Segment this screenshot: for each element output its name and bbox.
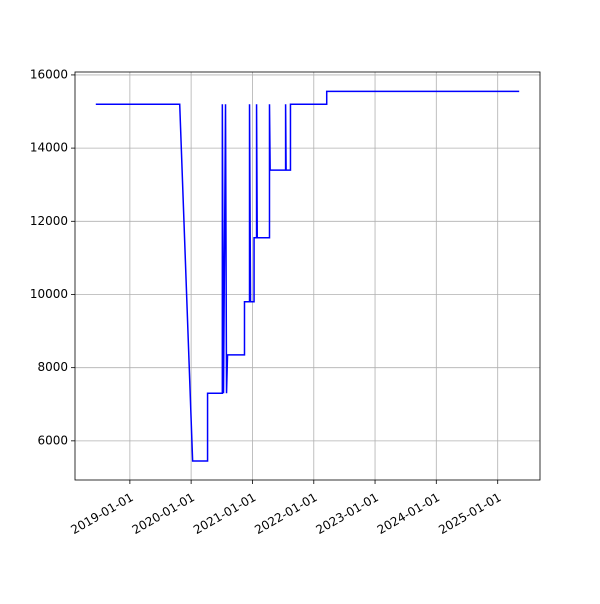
y-tick-label: 6000 — [37, 433, 68, 447]
y-tick-label: 12000 — [30, 214, 68, 228]
plot-frame — [74, 71, 541, 481]
data-line — [95, 90, 520, 462]
y-tick-label: 10000 — [30, 287, 68, 301]
y-tick-label: 8000 — [37, 360, 68, 374]
y-tick-label: 14000 — [30, 141, 68, 155]
y-tick-label: 16000 — [30, 67, 68, 81]
